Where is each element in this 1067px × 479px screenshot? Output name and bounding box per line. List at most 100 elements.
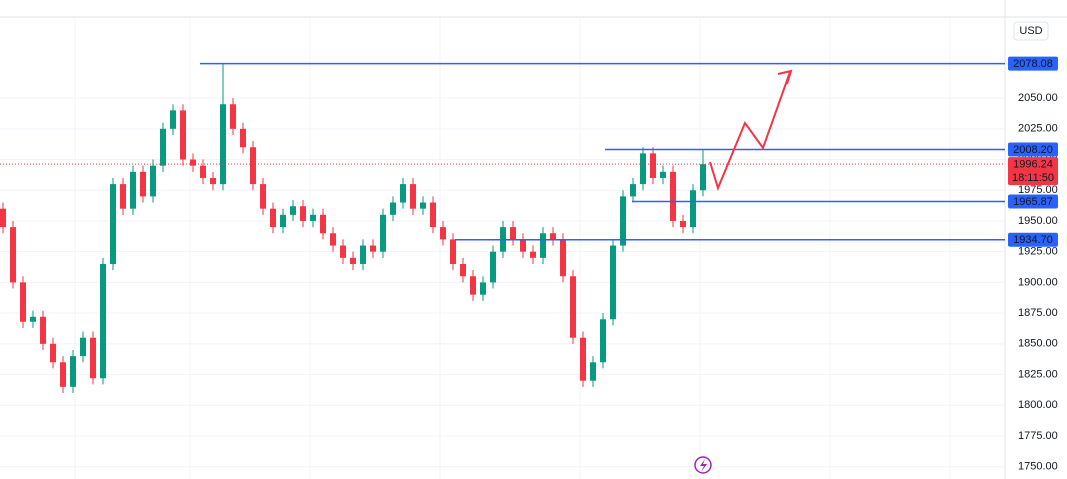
candle-body bbox=[630, 184, 636, 197]
currency: USD bbox=[1019, 25, 1042, 37]
candle-body bbox=[340, 245, 346, 258]
projection-arrow bbox=[709, 71, 791, 191]
candle-body bbox=[580, 337, 586, 381]
candle-body bbox=[240, 128, 246, 148]
candle-body bbox=[650, 153, 656, 178]
arrow-head bbox=[777, 69, 793, 85]
level-label-box bbox=[1008, 232, 1058, 247]
candle-body bbox=[570, 276, 576, 338]
candle-body bbox=[270, 208, 276, 228]
countdown: 18:11:50 bbox=[1012, 172, 1054, 184]
candle-body bbox=[620, 196, 626, 246]
plot: 1750.00 1775.00 1800.00 1825.00 1850.00 1875.… bbox=[0, 56, 1058, 473]
candle-body bbox=[400, 184, 406, 203]
candle-body bbox=[70, 356, 76, 387]
candle-body bbox=[60, 362, 66, 387]
level-label-box bbox=[1008, 56, 1058, 71]
candle-body bbox=[100, 263, 106, 379]
candle-body bbox=[370, 245, 376, 252]
candle-body bbox=[200, 165, 206, 178]
level-label: 1934.70 bbox=[1013, 234, 1053, 246]
candle-body bbox=[290, 206, 296, 215]
candle-body bbox=[410, 184, 416, 209]
candle-body bbox=[700, 164, 706, 191]
y-tick-label: 1825.00 bbox=[1018, 368, 1058, 380]
level-label: 1965.87 bbox=[1013, 196, 1053, 208]
y-tick-label: 2050.00 bbox=[1018, 92, 1058, 104]
candle-body bbox=[420, 202, 426, 209]
y-tick-label: 1925.00 bbox=[1018, 246, 1058, 258]
candle-body bbox=[280, 214, 286, 228]
candle-body bbox=[260, 184, 266, 209]
candle-body bbox=[170, 110, 176, 129]
y-tick-label: 1875.00 bbox=[1018, 307, 1058, 319]
candle-body bbox=[130, 171, 136, 209]
candle-body bbox=[230, 104, 236, 129]
candle-body bbox=[10, 227, 16, 283]
level-label: 2008.20 bbox=[1013, 144, 1053, 156]
candle-body bbox=[250, 147, 256, 185]
candle-body bbox=[80, 337, 86, 357]
candle-body bbox=[380, 214, 386, 252]
candle-body bbox=[30, 316, 36, 322]
candle-body bbox=[320, 214, 326, 234]
candle-body bbox=[530, 251, 536, 258]
candle-body bbox=[600, 319, 606, 363]
candle-body bbox=[220, 104, 226, 185]
candle-body bbox=[490, 251, 496, 283]
candle-body bbox=[550, 233, 556, 240]
candle-body bbox=[150, 165, 156, 197]
candle-body bbox=[120, 184, 126, 209]
candle-body bbox=[430, 202, 436, 228]
candle-body bbox=[50, 343, 56, 363]
y-tick-label: 1950.00 bbox=[1018, 215, 1058, 227]
candle-body bbox=[460, 263, 466, 277]
candle-body bbox=[450, 239, 456, 264]
flash-glyph bbox=[700, 459, 707, 472]
candle-body bbox=[470, 276, 476, 295]
candle-body bbox=[690, 190, 696, 228]
candle-body bbox=[300, 206, 306, 221]
candle-body bbox=[590, 362, 596, 381]
candle-body bbox=[90, 337, 96, 379]
y-tick-label: 1775.00 bbox=[1018, 430, 1058, 442]
candle-body bbox=[350, 257, 356, 264]
y-tick-label: 1900.00 bbox=[1018, 276, 1058, 288]
y-tick-label: 1750.00 bbox=[1018, 461, 1058, 473]
vertical-grid bbox=[74, 17, 951, 479]
candle-body bbox=[190, 159, 196, 166]
candle-body bbox=[140, 171, 146, 197]
candle-body bbox=[390, 202, 396, 215]
y-tick-label: 2025.00 bbox=[1018, 123, 1058, 135]
candle-body bbox=[330, 233, 336, 246]
candle-body bbox=[440, 227, 446, 240]
level-label-box bbox=[1008, 142, 1058, 157]
candle-body bbox=[680, 220, 686, 228]
candle-body bbox=[520, 239, 526, 252]
candle-body bbox=[660, 171, 666, 178]
current-price-box bbox=[1008, 157, 1058, 186]
candle-body bbox=[110, 184, 116, 264]
candle-body bbox=[670, 171, 676, 221]
y-tick-label: 1975.00 bbox=[1018, 184, 1058, 196]
candle-body bbox=[510, 227, 516, 240]
candle-body bbox=[360, 245, 366, 264]
candle-body bbox=[180, 110, 186, 160]
candle-body bbox=[210, 177, 216, 185]
candle-body bbox=[0, 208, 6, 228]
level-label-box bbox=[1008, 194, 1058, 209]
candle-body bbox=[560, 239, 566, 277]
y-tick-label: 1850.00 bbox=[1018, 338, 1058, 350]
candle-body bbox=[610, 245, 616, 320]
candle-body bbox=[480, 282, 486, 295]
candle-body bbox=[20, 282, 26, 322]
currency-box[interactable] bbox=[1013, 21, 1049, 41]
y-tick-label: 1800.00 bbox=[1018, 399, 1058, 411]
current-price-label: 1996.24 bbox=[1013, 159, 1053, 171]
level-label: 2078.08 bbox=[1013, 58, 1053, 70]
candle-body bbox=[40, 316, 46, 344]
candle-body bbox=[160, 128, 166, 166]
candle-body bbox=[640, 153, 646, 185]
candle-body bbox=[540, 233, 546, 258]
